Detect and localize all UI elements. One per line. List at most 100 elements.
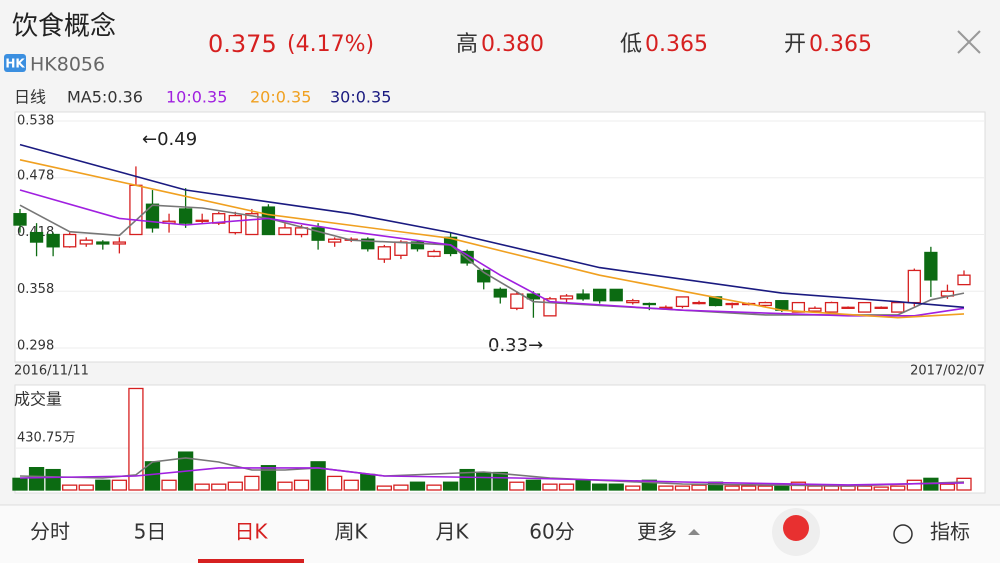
candle-body: [609, 288, 623, 302]
volume-bar: [575, 479, 591, 491]
candle-body: [559, 295, 574, 300]
volume-ma-line: [19, 467, 965, 486]
volume-bar: [28, 467, 45, 491]
tab-bar: [0, 505, 1000, 563]
candle-body: [675, 296, 690, 308]
candle-body: [576, 293, 590, 300]
candle-body: [874, 306, 888, 309]
legend-entry: MA5:0.36: [67, 88, 143, 107]
tab[interactable]: 日K: [234, 520, 268, 544]
tab[interactable]: 指标: [930, 520, 970, 544]
volume-bar: [211, 483, 227, 491]
candle-body: [841, 306, 855, 309]
stock-name: 饮食概念: [12, 12, 116, 42]
candle-body: [659, 306, 673, 309]
price: 0.375: [208, 30, 277, 58]
volume-bar: [327, 475, 343, 491]
candle-body: [891, 301, 905, 313]
volume-bar: [658, 485, 674, 491]
candle-body: [758, 301, 772, 307]
candle-body: [129, 184, 143, 236]
tab[interactable]: 月K: [435, 520, 469, 544]
low-annotation: 0.33→: [488, 335, 543, 356]
y-tick-label: 0.538: [17, 114, 54, 129]
ma-legend: MA5:0.36 10:0.35 20:0.35 30:0.35: [67, 88, 391, 107]
low-label: 低: [620, 32, 642, 57]
market-badge-bg: [4, 54, 26, 72]
candle-body: [592, 288, 607, 302]
candle-body: [63, 233, 77, 248]
tab[interactable]: 分时: [30, 520, 70, 544]
candle-body: [29, 231, 44, 243]
candle-body: [145, 203, 160, 229]
candle-body: [626, 300, 640, 304]
end-date: 2017/02/07: [910, 364, 985, 379]
open-label: 开: [784, 32, 806, 57]
candle-body: [195, 219, 209, 222]
volume-bar: [542, 483, 558, 491]
volume-bar: [509, 481, 525, 491]
volume-bar: [492, 471, 508, 491]
volume-bar: [939, 483, 956, 491]
candle-body: [907, 269, 921, 304]
candle-body: [178, 208, 193, 224]
candle-body: [410, 241, 425, 250]
candle-body: [328, 238, 342, 243]
high-label: 高: [456, 32, 478, 57]
volume-bar: [674, 485, 691, 491]
tab[interactable]: 更多: [637, 520, 677, 544]
change: (4.17%): [287, 32, 374, 57]
volume-bar: [691, 484, 707, 491]
volume-bar: [757, 485, 773, 491]
volume-bar: [343, 479, 359, 491]
candle-body: [692, 301, 706, 305]
close-button[interactable]: [957, 30, 981, 54]
candle-body: [493, 288, 507, 298]
y-tick-label: 0.358: [17, 282, 54, 297]
volume-bar: [525, 479, 542, 491]
candle-body: [924, 251, 938, 281]
candle-body: [427, 250, 441, 257]
candle-body: [79, 239, 93, 245]
volume-title: 成交量: [14, 390, 62, 409]
tabs: 分时 5日 日K 周K 月K 60分 更多 指标: [30, 520, 970, 544]
volume-bar: [873, 486, 889, 491]
volume-bar: [95, 479, 111, 491]
y-tick-label: 0.298: [17, 339, 54, 354]
ma-line: [19, 143, 965, 309]
volume-bar: [111, 479, 128, 491]
volume-bar: [558, 483, 575, 491]
volume-bar: [591, 483, 608, 491]
volume-bar: [194, 483, 210, 491]
tab[interactable]: 周K: [334, 520, 368, 544]
stock-code: HK8056: [30, 54, 105, 76]
volume-tick-label: 430.75万: [17, 431, 76, 446]
volume-bar: [260, 465, 277, 491]
period-label: 日线: [14, 88, 46, 107]
tab[interactable]: 60分: [529, 520, 574, 544]
volume-bar: [641, 479, 657, 491]
volume-bar: [78, 484, 94, 491]
volume-bar: [161, 479, 177, 491]
candle-body: [642, 302, 656, 306]
tab[interactable]: 5日: [134, 520, 167, 544]
y-tick-label: 0.478: [17, 168, 54, 183]
volume-bar: [128, 387, 144, 491]
record-button[interactable]: [783, 515, 809, 541]
volume-bar: [12, 477, 28, 491]
candle-body: [228, 214, 242, 234]
volume-bar: [360, 473, 376, 491]
legend-entry: 20:0.35: [250, 88, 311, 107]
volume-bar: [906, 479, 922, 491]
volume-bar: [741, 485, 757, 491]
volume-bar: [608, 483, 624, 491]
volume-bar: [890, 485, 906, 491]
volume-bar: [807, 485, 823, 491]
legend-entry: 10:0.35: [166, 88, 227, 107]
volume-bar: [625, 485, 641, 491]
volume-bar: [293, 479, 310, 491]
volume-bar: [376, 485, 393, 491]
